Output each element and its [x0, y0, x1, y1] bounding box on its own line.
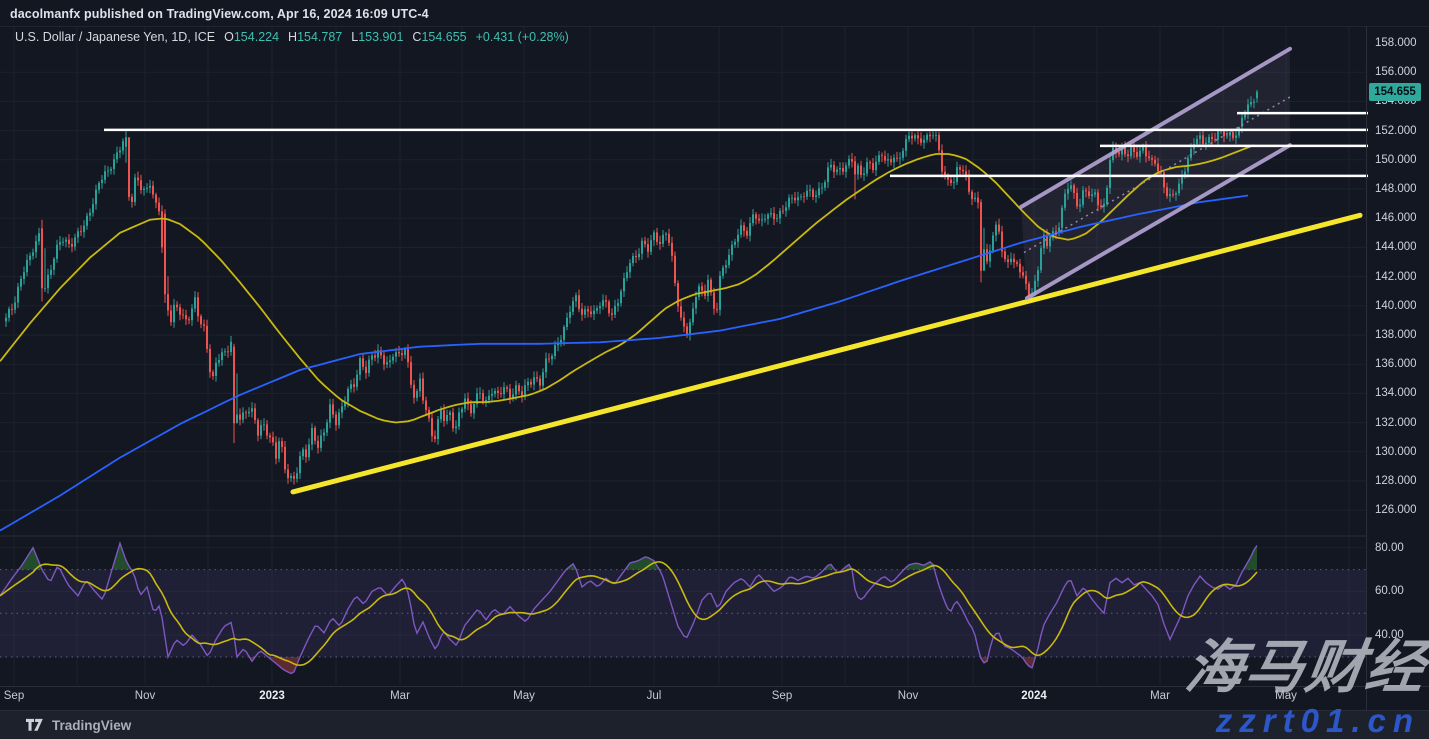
low-value: 153.901	[358, 30, 404, 44]
bottom-toolbar: TradingView	[0, 710, 1429, 739]
last-price-badge: 154.655	[1369, 82, 1421, 101]
price-axis-label: 136.000	[1375, 358, 1417, 371]
price-axis-label: 132.000	[1375, 416, 1417, 429]
symbol-title[interactable]: U.S. Dollar / Japanese Yen, 1D, ICE	[15, 30, 216, 44]
time-axis-label: Nov	[897, 690, 919, 702]
time-axis-label: Jul	[646, 690, 662, 702]
price-axis-label: 142.000	[1375, 270, 1417, 283]
watermark-url: zzrt01.cn	[1215, 702, 1420, 739]
time-axis-label: Nov	[134, 690, 156, 702]
tradingview-logo-text: TradingView	[52, 718, 132, 733]
symbol-legend[interactable]: U.S. Dollar / Japanese Yen, 1D, ICE O154.…	[15, 30, 569, 44]
price-axis-label: 156.000	[1375, 66, 1417, 79]
rsi-axis-label: 80.00	[1375, 541, 1404, 554]
open-label: O	[224, 30, 234, 44]
open-value: 154.224	[233, 30, 280, 44]
time-axis-label: May	[1275, 690, 1297, 702]
price-axis-label: 128.000	[1375, 475, 1417, 487]
close-value: 154.655	[421, 30, 467, 44]
price-axis-label: 146.000	[1375, 212, 1417, 225]
chart-canvas[interactable]	[0, 26, 1366, 686]
close-label: C	[412, 30, 422, 44]
high-label: H	[288, 30, 298, 44]
tradingview-logo-icon	[26, 718, 43, 731]
time-axis-label: 2024	[1021, 690, 1047, 702]
high-value: 154.787	[297, 30, 343, 44]
time-axis-label: Mar	[1150, 690, 1170, 702]
rsi-axis-label: 60.00	[1375, 585, 1404, 598]
publish-attribution: dacolmanfx published on TradingView.com,…	[10, 7, 429, 21]
price-axis-label: 140.000	[1375, 299, 1417, 312]
time-axis-label: Mar	[390, 690, 410, 702]
price-axis-label: 148.000	[1375, 183, 1417, 195]
tradingview-logo[interactable]: TradingView	[26, 717, 131, 734]
price-axis-label: 144.000	[1375, 241, 1417, 254]
price-axis-label: 158.000	[1375, 37, 1417, 49]
watermark-chinese: 海马财经	[1181, 635, 1429, 700]
change-value: +0.431 (+0.28%)	[475, 30, 569, 44]
price-axis-label: 126.000	[1375, 504, 1417, 517]
price-axis-label: 138.000	[1375, 329, 1417, 341]
price-axis-label: 134.000	[1375, 387, 1417, 400]
low-label: L	[351, 30, 359, 44]
time-axis-label: 2023	[259, 690, 285, 702]
time-axis-label: Sep	[3, 690, 25, 702]
price-axis-label: 150.000	[1375, 153, 1417, 166]
time-axis-label: Sep	[771, 690, 793, 702]
time-axis-label: May	[513, 690, 535, 702]
price-axis-label: 152.000	[1375, 124, 1417, 137]
price-axis-label: 130.000	[1375, 445, 1417, 458]
price-axis[interactable]: 158.000 156.000 154.000 152.000 150.000 148.0…	[1366, 26, 1429, 686]
time-axis[interactable]: Sep Nov 2023 Mar May Jul Sep Nov 2024 Mar May	[0, 686, 1366, 710]
rsi-axis-label: 40.00	[1375, 629, 1404, 642]
